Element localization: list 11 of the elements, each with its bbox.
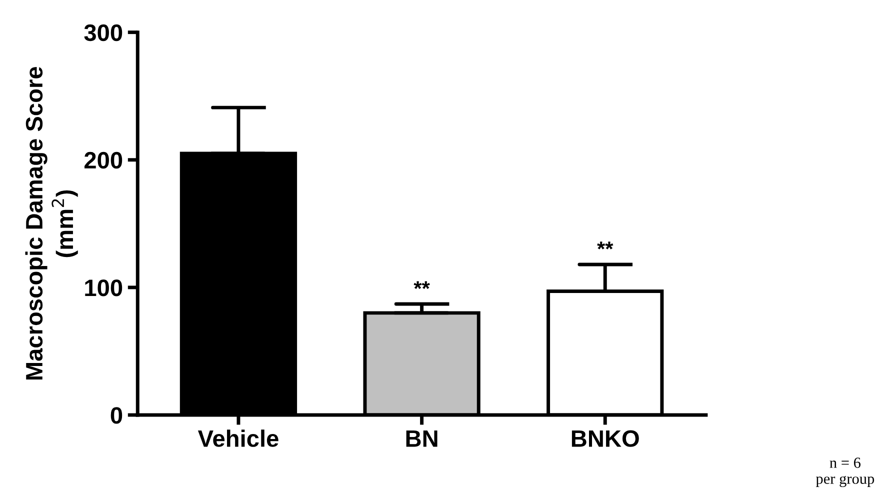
annotation: ** [414, 281, 430, 289]
text: n = 6 per group [816, 458, 874, 488]
y-tick-label: 0 [110, 407, 122, 424]
y-tick-label: 300 [84, 24, 122, 42]
annotation: ** [597, 242, 614, 250]
y-tick-label: 100 [85, 280, 122, 296]
x-tick-label: Vehicle [198, 430, 278, 447]
y-tick-label: 200 [84, 152, 122, 169]
x-tick-label: BNKO [572, 430, 639, 447]
y-axis-title: Macroscopic Damage Score (mm$^{2}$) [25, 66, 78, 380]
x-tick-label: BN [406, 430, 438, 447]
